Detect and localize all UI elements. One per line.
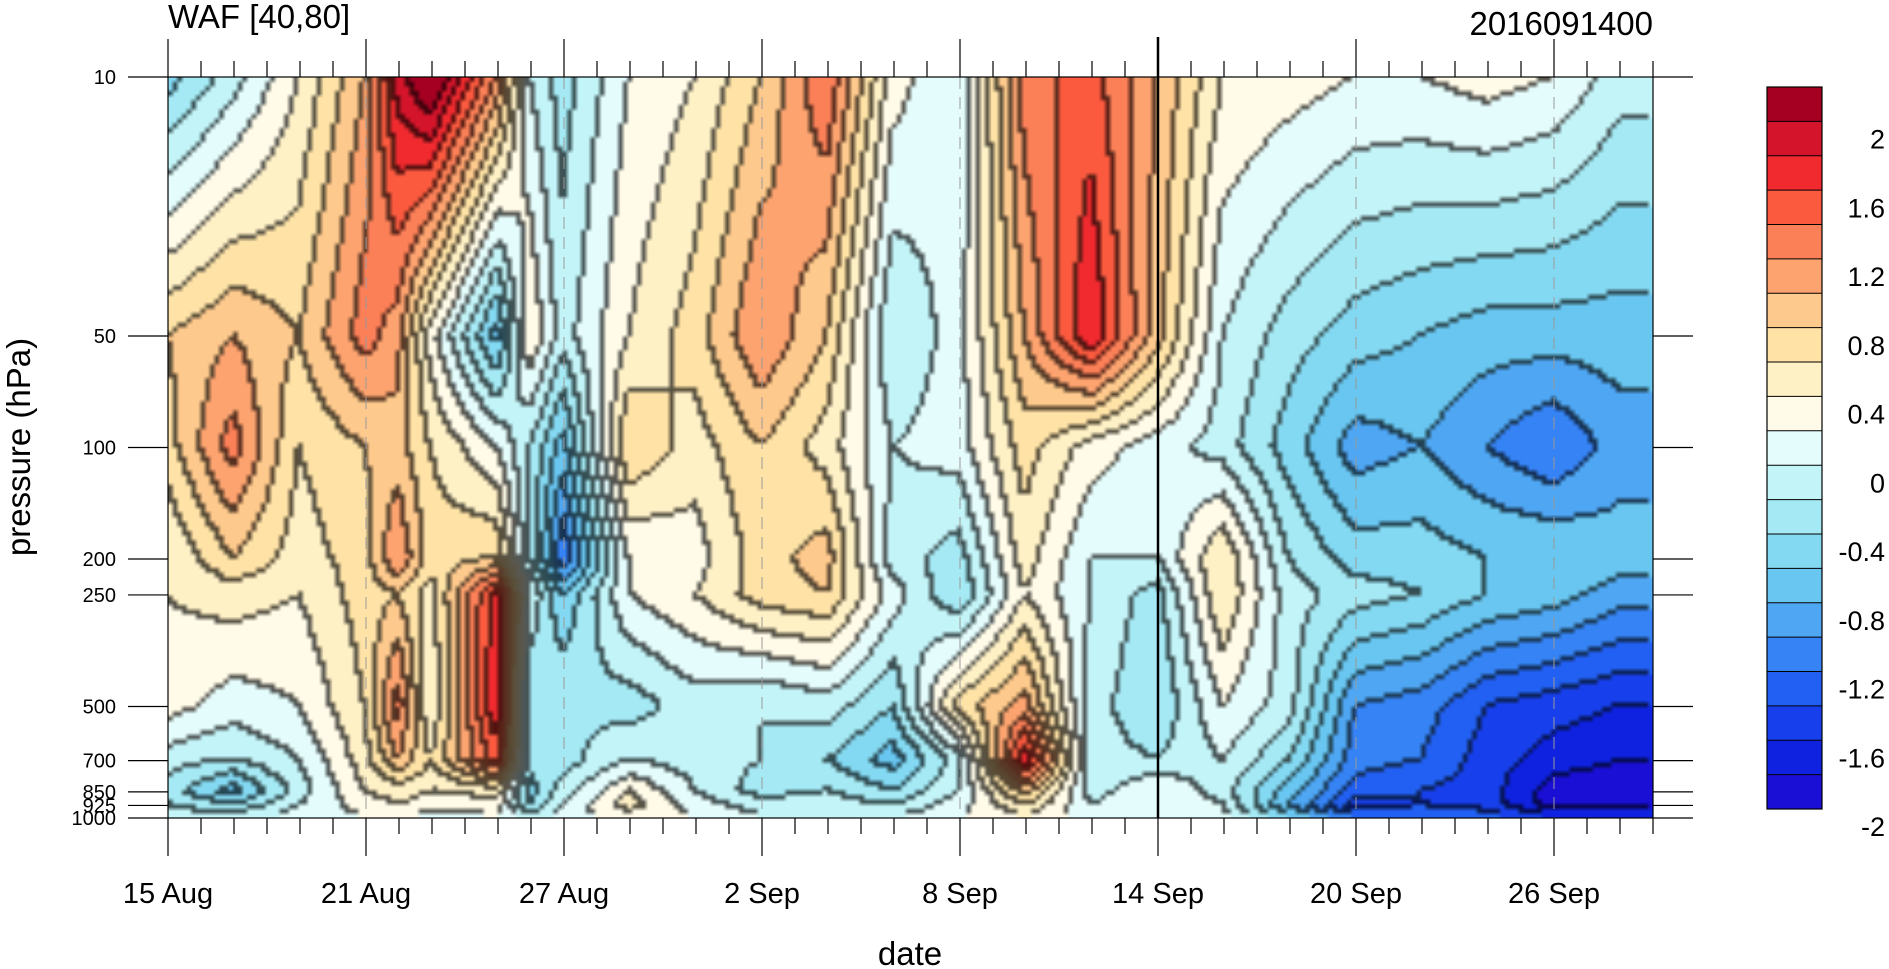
y-tick-label: 700	[83, 751, 116, 773]
x-tick-label: 15 Aug	[123, 878, 213, 910]
colorbar-swatch	[1767, 362, 1822, 397]
chart-subtitle: 2016091400	[1469, 5, 1653, 42]
colorbar-swatch	[1767, 705, 1822, 741]
colorbar-swatch	[1767, 533, 1822, 569]
colorbar-label: 2	[1870, 125, 1885, 155]
colorbar-frame	[1766, 86, 1823, 810]
colorbar-swatch	[1767, 568, 1822, 604]
colorbar-swatch	[1767, 465, 1822, 501]
colorbar-label: 0	[1870, 468, 1885, 498]
colorbar-label: -2	[1861, 812, 1885, 842]
chart-title: WAF [40,80]	[168, 0, 350, 35]
colorbar-swatch	[1767, 121, 1822, 157]
y-tick-label: 1000	[72, 808, 117, 830]
y-tick-label: 50	[94, 326, 116, 348]
contour-field	[168, 77, 1653, 818]
colorbar-swatch	[1767, 87, 1822, 122]
y-tick-label: 250	[83, 585, 116, 607]
colorbar-label: 1.6	[1847, 193, 1885, 223]
colorbar-swatch	[1767, 602, 1822, 638]
colorbar-swatch	[1767, 637, 1822, 672]
colorbar-swatch	[1767, 327, 1822, 363]
y-tick-label: 500	[83, 696, 116, 718]
contour-field-image	[168, 77, 1653, 818]
colorbar-label: -0.4	[1838, 537, 1885, 567]
colorbar-swatch	[1767, 190, 1822, 226]
x-tick-label: 14 Sep	[1112, 878, 1204, 910]
x-axis-title: date	[878, 935, 942, 969]
colorbar-swatch	[1767, 155, 1822, 191]
colorbar-swatch	[1767, 224, 1822, 260]
colorbar-swatch	[1767, 740, 1822, 776]
y-tick-label: 10	[94, 67, 116, 89]
x-axis: 15 Aug 21 Aug 27 Aug 2 Sep 8 Sep 14 Sep 20 Sep…	[123, 39, 1654, 910]
y-tick-label: 100	[83, 438, 116, 460]
colorbar-swatch	[1767, 293, 1822, 329]
colorbar-swatch	[1767, 396, 1822, 432]
colorbar-label: -1.6	[1838, 743, 1885, 773]
colorbar: 2 1.6 1.2 0.8 0.4 0 -0.4 -0.8 -1.2 -1.6 -2	[1766, 86, 1885, 842]
colorbar-label: 0.4	[1847, 400, 1885, 430]
colorbar-swatch	[1767, 258, 1822, 294]
x-tick-label: 26 Sep	[1508, 878, 1600, 910]
y-tick-label: 925	[83, 795, 116, 817]
colorbar-swatch	[1767, 774, 1822, 810]
colorbar-swatch	[1767, 499, 1822, 535]
x-tick-label: 27 Aug	[519, 878, 609, 910]
y-tick-label: 200	[83, 549, 116, 571]
x-tick-label: 20 Sep	[1310, 878, 1402, 910]
y-tick-label: 850	[83, 782, 116, 804]
colorbar-label: -1.2	[1838, 675, 1885, 705]
colorbar-swatch	[1767, 671, 1822, 707]
colorbar-label: 1.2	[1847, 262, 1885, 292]
y-axis-title: pressure (hPa)	[0, 338, 37, 556]
x-tick-label: 8 Sep	[922, 878, 998, 910]
colorbar-swatch	[1767, 430, 1822, 466]
colorbar-label: -0.8	[1838, 606, 1885, 636]
x-tick-label: 2 Sep	[724, 878, 800, 910]
x-tick-label: 21 Aug	[321, 878, 411, 910]
colorbar-label: 0.8	[1847, 331, 1885, 361]
